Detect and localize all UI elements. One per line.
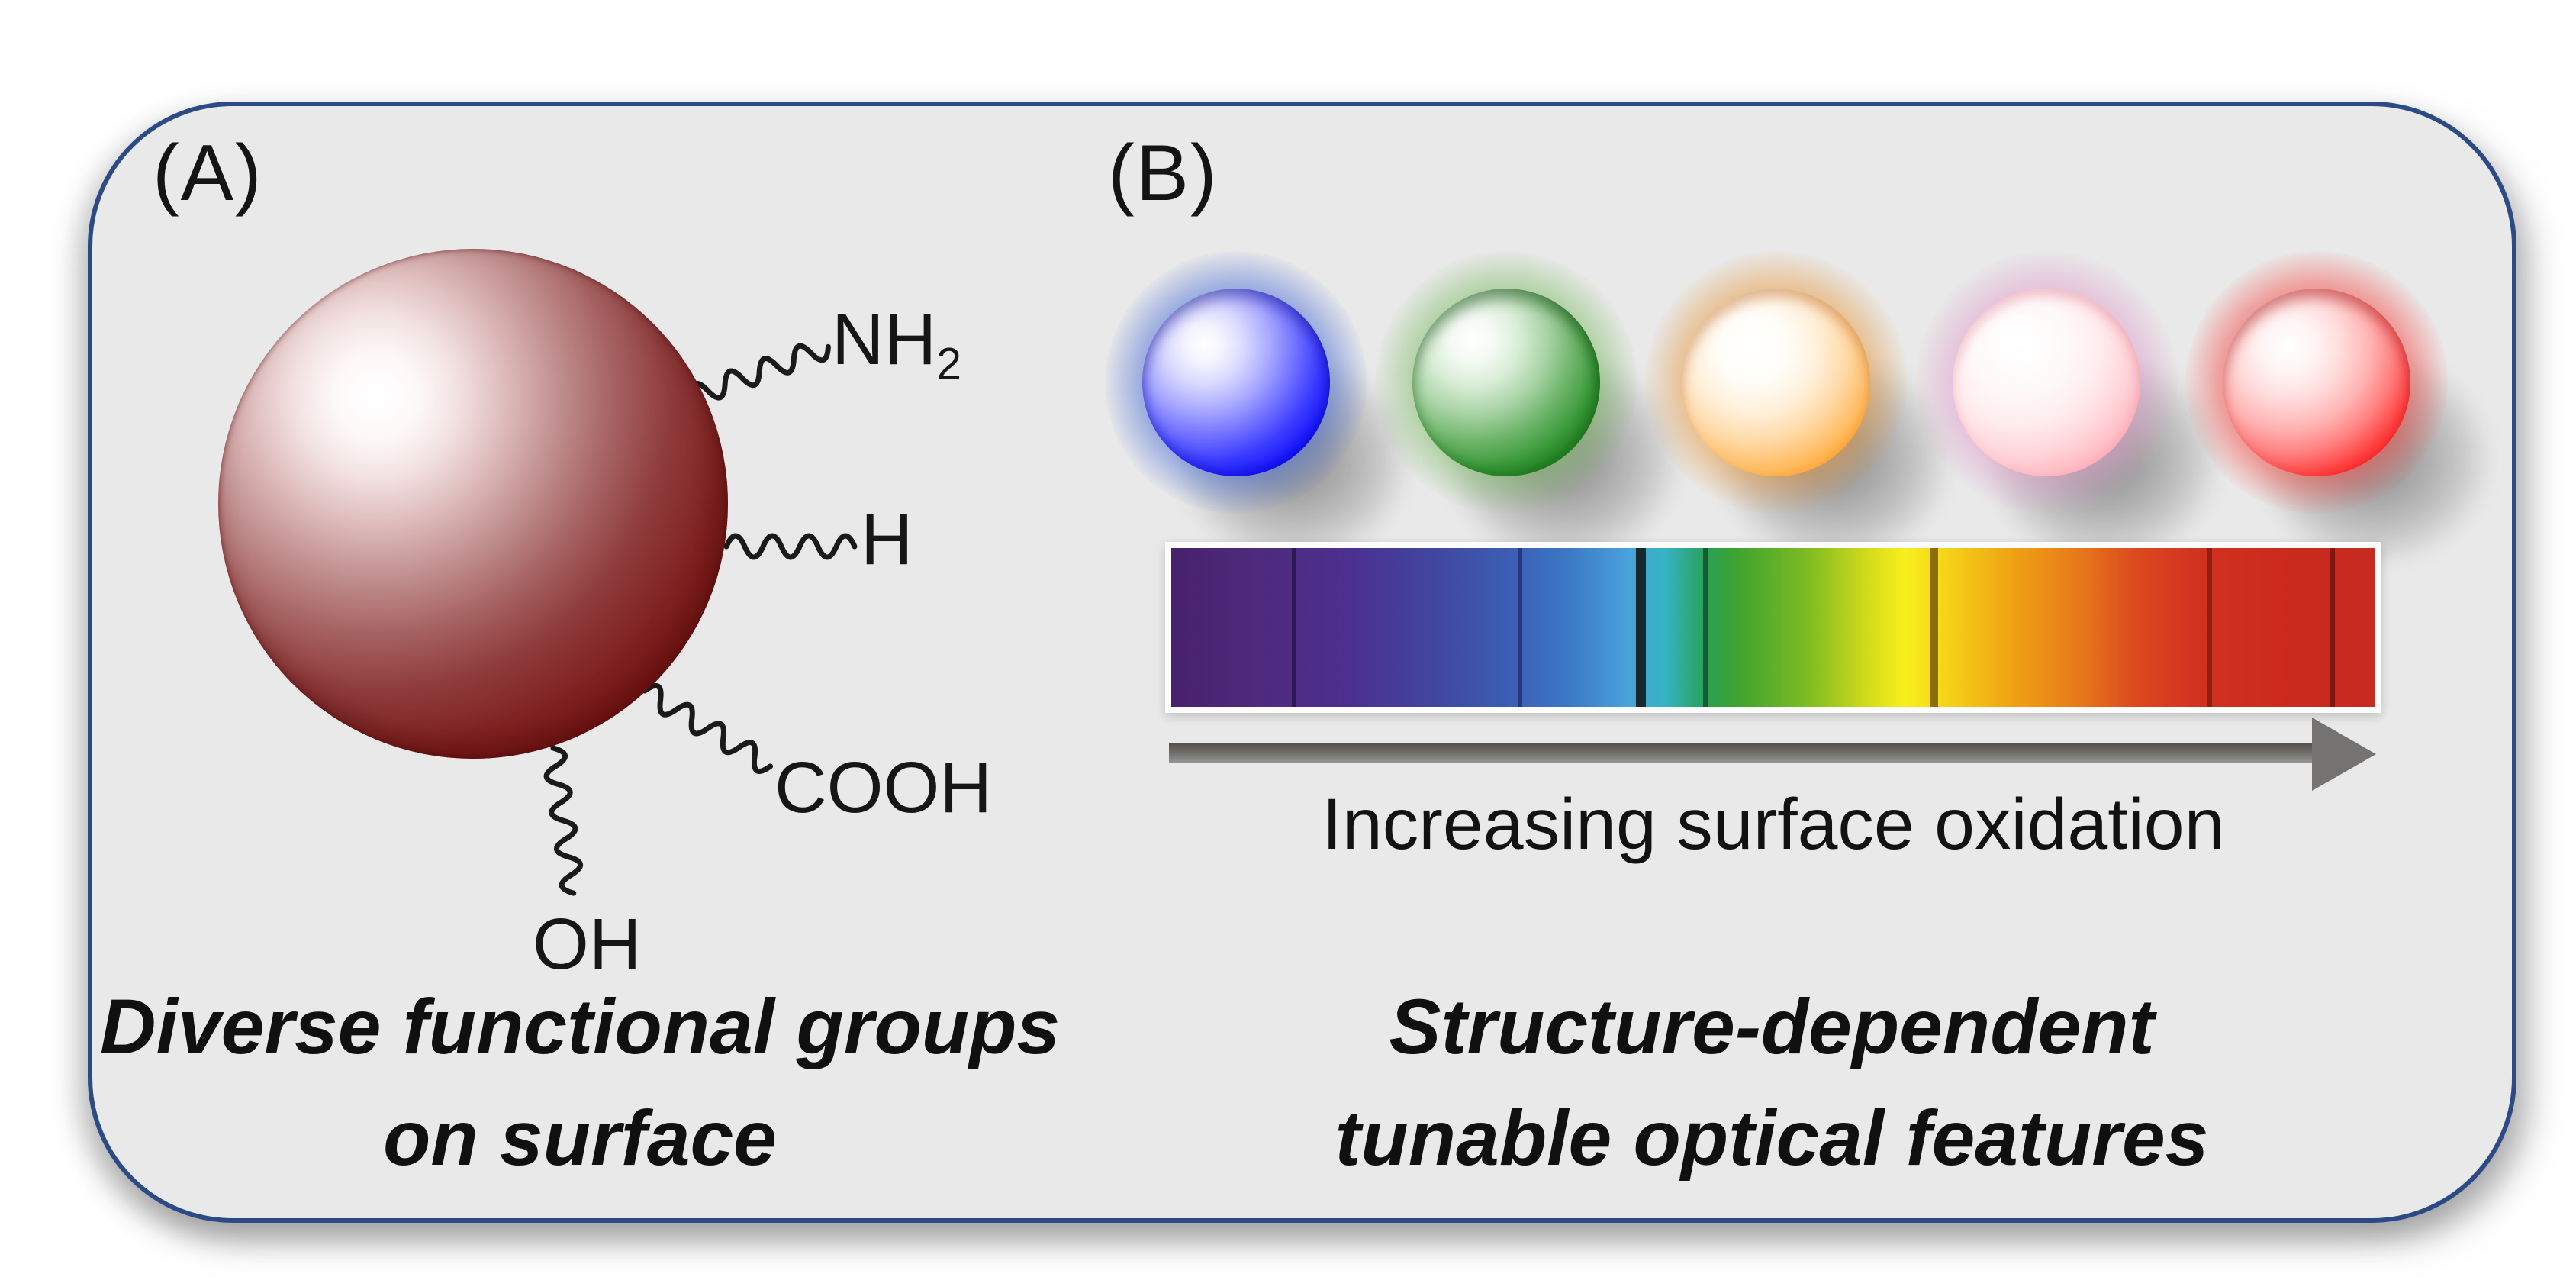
oxidation-arrow-label: Increasing surface oxidation [1322, 784, 2225, 865]
panel-a-label: (A) [153, 129, 263, 218]
group-label-amine: NH2 [832, 304, 961, 388]
dot-ball [2223, 289, 2410, 476]
panel-b-caption: Structure-dependent tunable optical feat… [1276, 971, 2268, 1194]
absorption-line [1703, 548, 1709, 707]
carbon-dot-blue [1105, 251, 1412, 566]
absorption-line [1636, 548, 1647, 707]
panel-a-caption: Diverse functional groups on surface [84, 971, 1076, 1194]
group-label-hydrogen: H [861, 499, 913, 580]
absorption-line [2330, 548, 2336, 707]
panel-a-caption-line2: on surface [383, 1095, 777, 1182]
absorption-line [1291, 548, 1296, 707]
panel-b-caption-line2: tunable optical features [1335, 1095, 2209, 1182]
absorption-line [2207, 548, 2213, 707]
absorption-line [1518, 548, 1523, 707]
carbon-dot-pink [1915, 251, 2222, 566]
panel-b-label: (B) [1108, 129, 1219, 218]
absorption-line [1930, 548, 1939, 707]
right-arrow-body [1169, 743, 2312, 763]
group-label-hydroxyl: OH [533, 904, 642, 985]
dot-ball [1953, 289, 2140, 476]
dot-ball [1682, 289, 1870, 476]
carbon-dot-green [1375, 251, 1682, 566]
group-label-carboxyl: COOH [774, 747, 992, 828]
amine-subscript: 2 [936, 340, 961, 389]
nanoparticle-sphere [218, 249, 728, 759]
dot-ball [1412, 289, 1600, 476]
panel-a-caption-line1: Diverse functional groups [99, 983, 1061, 1070]
amine-main-text: NH [832, 299, 937, 380]
panel-b-caption-line1: Structure-dependent [1389, 983, 2155, 1070]
dot-ball [1142, 289, 1330, 476]
carbon-dot-orange [1645, 251, 1952, 566]
carbon-dot-red [2185, 251, 2492, 566]
emission-spectrum-bar [1165, 542, 2381, 713]
right-arrow-head-icon [2312, 718, 2376, 791]
